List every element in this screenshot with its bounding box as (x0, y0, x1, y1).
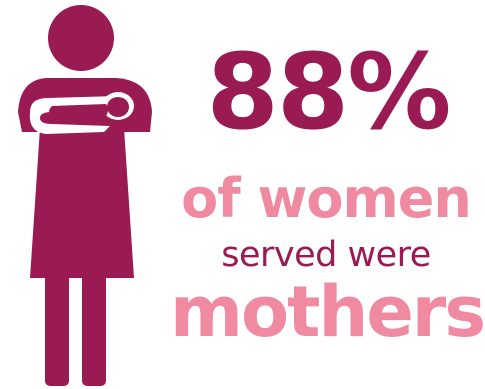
baby-body (49, 104, 108, 118)
mother-head (48, 5, 114, 71)
statistic-label-of-women: of women (181, 167, 472, 230)
mother-holding-baby-icon (18, 5, 152, 386)
mother-left-leg (45, 270, 69, 386)
mother-figure (18, 5, 152, 386)
baby-figure (29, 92, 134, 134)
mother-right-leg (82, 270, 106, 386)
statistic-label-served-were: served were (221, 235, 431, 275)
statistic-label-mothers: mothers (170, 271, 485, 353)
baby-head (107, 97, 129, 117)
mother-dress (30, 128, 134, 278)
statistic-percentage: 88% (206, 31, 452, 153)
